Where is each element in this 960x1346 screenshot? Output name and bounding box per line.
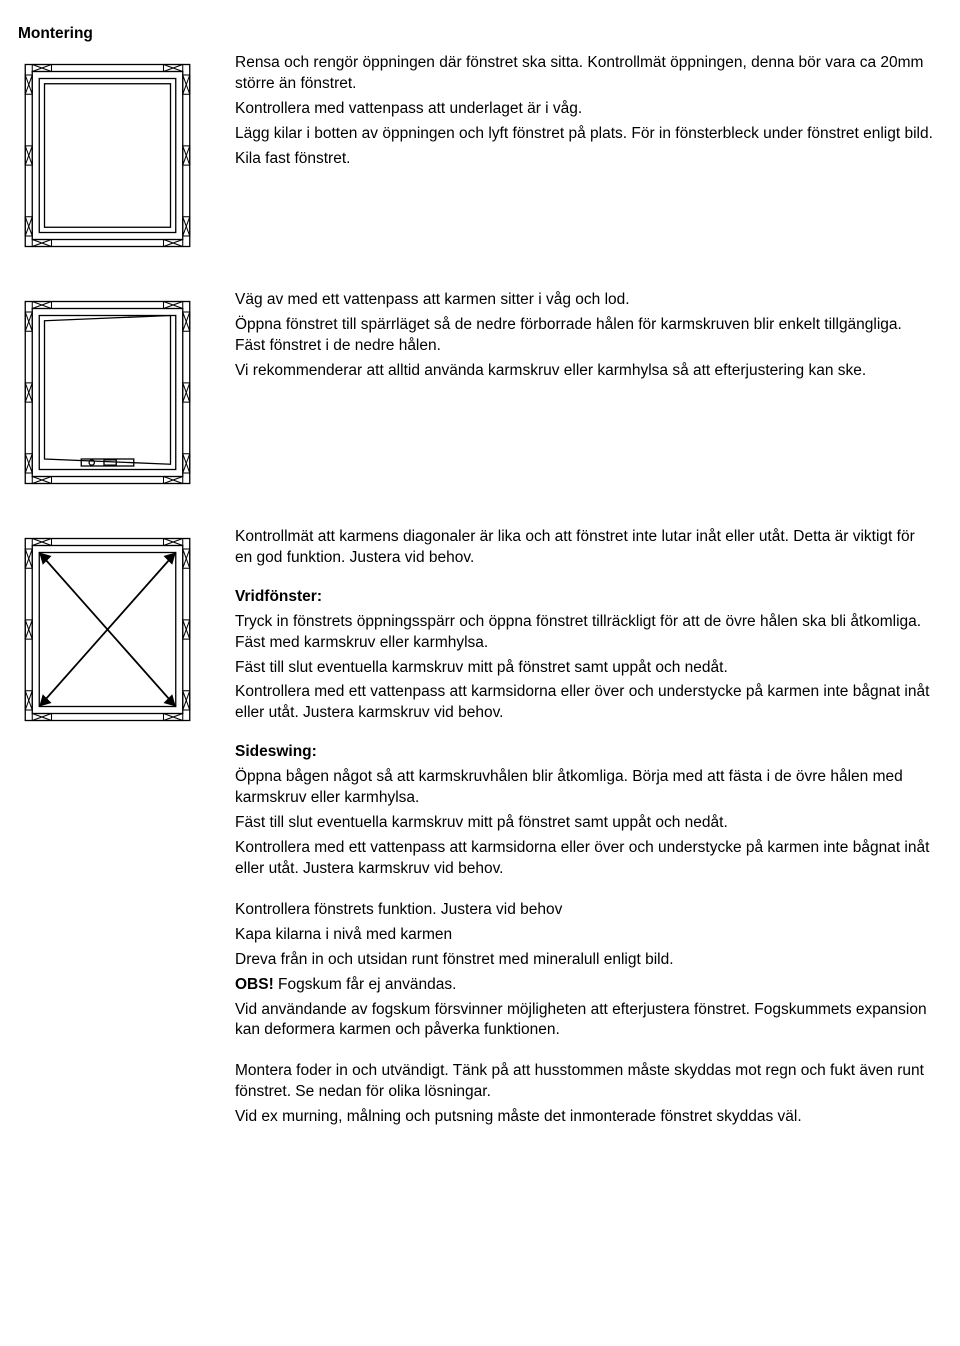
page-title: Montering bbox=[18, 24, 936, 45]
ctrl-p3: Dreva från in och utsidan runt fönstret … bbox=[235, 950, 936, 971]
obs-text: Fogskum får ej användas. bbox=[274, 976, 457, 993]
end-p2: Vid ex murning, målning och putsning mås… bbox=[235, 1107, 936, 1128]
illustration-2 bbox=[18, 290, 213, 489]
s1-p3-text: Lägg kilar i botten av öppningen och lyf… bbox=[235, 125, 627, 142]
vrid-p3: Kontrollera med ett vattenpass att karms… bbox=[235, 682, 936, 724]
s1-p3: Lägg kilar i botten av öppningen och lyf… bbox=[235, 124, 936, 145]
sideswing-heading: Sideswing: bbox=[235, 742, 936, 763]
vrid-p1: Tryck in fönstrets öppningsspärr och öpp… bbox=[235, 612, 936, 654]
section-3: Kontrollmät att karmens diagonaler är li… bbox=[18, 527, 936, 1132]
s2-p3: Vi rekommenderar att alltid använda karm… bbox=[235, 361, 936, 382]
window-diagram-2-icon bbox=[20, 296, 195, 489]
s3-p1: Kontrollmät att karmens diagonaler är li… bbox=[235, 527, 936, 569]
s1-p5: Kila fast fönstret. bbox=[235, 149, 936, 170]
side-p2: Fäst till slut eventuella karmskruv mitt… bbox=[235, 813, 936, 834]
section-3-text: Kontrollmät att karmens diagonaler är li… bbox=[213, 527, 936, 1132]
obs-label: OBS! bbox=[235, 976, 274, 993]
obs-p2: Vid användande av fogskum försvinner möj… bbox=[235, 1000, 936, 1042]
s1-p2: Kontrollera med vattenpass att underlage… bbox=[235, 99, 936, 120]
section-1: Rensa och rengör öppningen där fönstret … bbox=[18, 53, 936, 252]
s1-p1: Rensa och rengör öppningen där fönstret … bbox=[235, 53, 936, 95]
illustration-1 bbox=[18, 53, 213, 252]
section-1-text: Rensa och rengör öppningen där fönstret … bbox=[213, 53, 936, 174]
section-2-text: Väg av med ett vattenpass att karmen sit… bbox=[213, 290, 936, 386]
ctrl-p2: Kapa kilarna i nivå med karmen bbox=[235, 925, 936, 946]
end-p1: Montera foder in och utvändigt. Tänk på … bbox=[235, 1061, 936, 1103]
vrid-p2: Fäst till slut eventuella karmskruv mitt… bbox=[235, 658, 936, 679]
section-2: Väg av med ett vattenpass att karmen sit… bbox=[18, 290, 936, 489]
window-diagram-1-icon bbox=[20, 59, 195, 252]
illustration-3 bbox=[18, 527, 213, 726]
window-diagram-3-icon bbox=[20, 533, 195, 726]
side-p1: Öppna bågen något så att karmskruvhålen … bbox=[235, 767, 936, 809]
s2-p1: Väg av med ett vattenpass att karmen sit… bbox=[235, 290, 936, 311]
side-p3: Kontrollera med ett vattenpass att karms… bbox=[235, 838, 936, 880]
vridfonster-heading: Vridfönster: bbox=[235, 587, 936, 608]
obs-line: OBS! Fogskum får ej användas. bbox=[235, 975, 936, 996]
s1-p4-text: För in fönsterbleck under fönstret enlig… bbox=[631, 125, 933, 142]
ctrl-p1: Kontrollera fönstrets funktion. Justera … bbox=[235, 900, 936, 921]
s2-p2: Öppna fönstret till spärrläget så de ned… bbox=[235, 315, 936, 357]
